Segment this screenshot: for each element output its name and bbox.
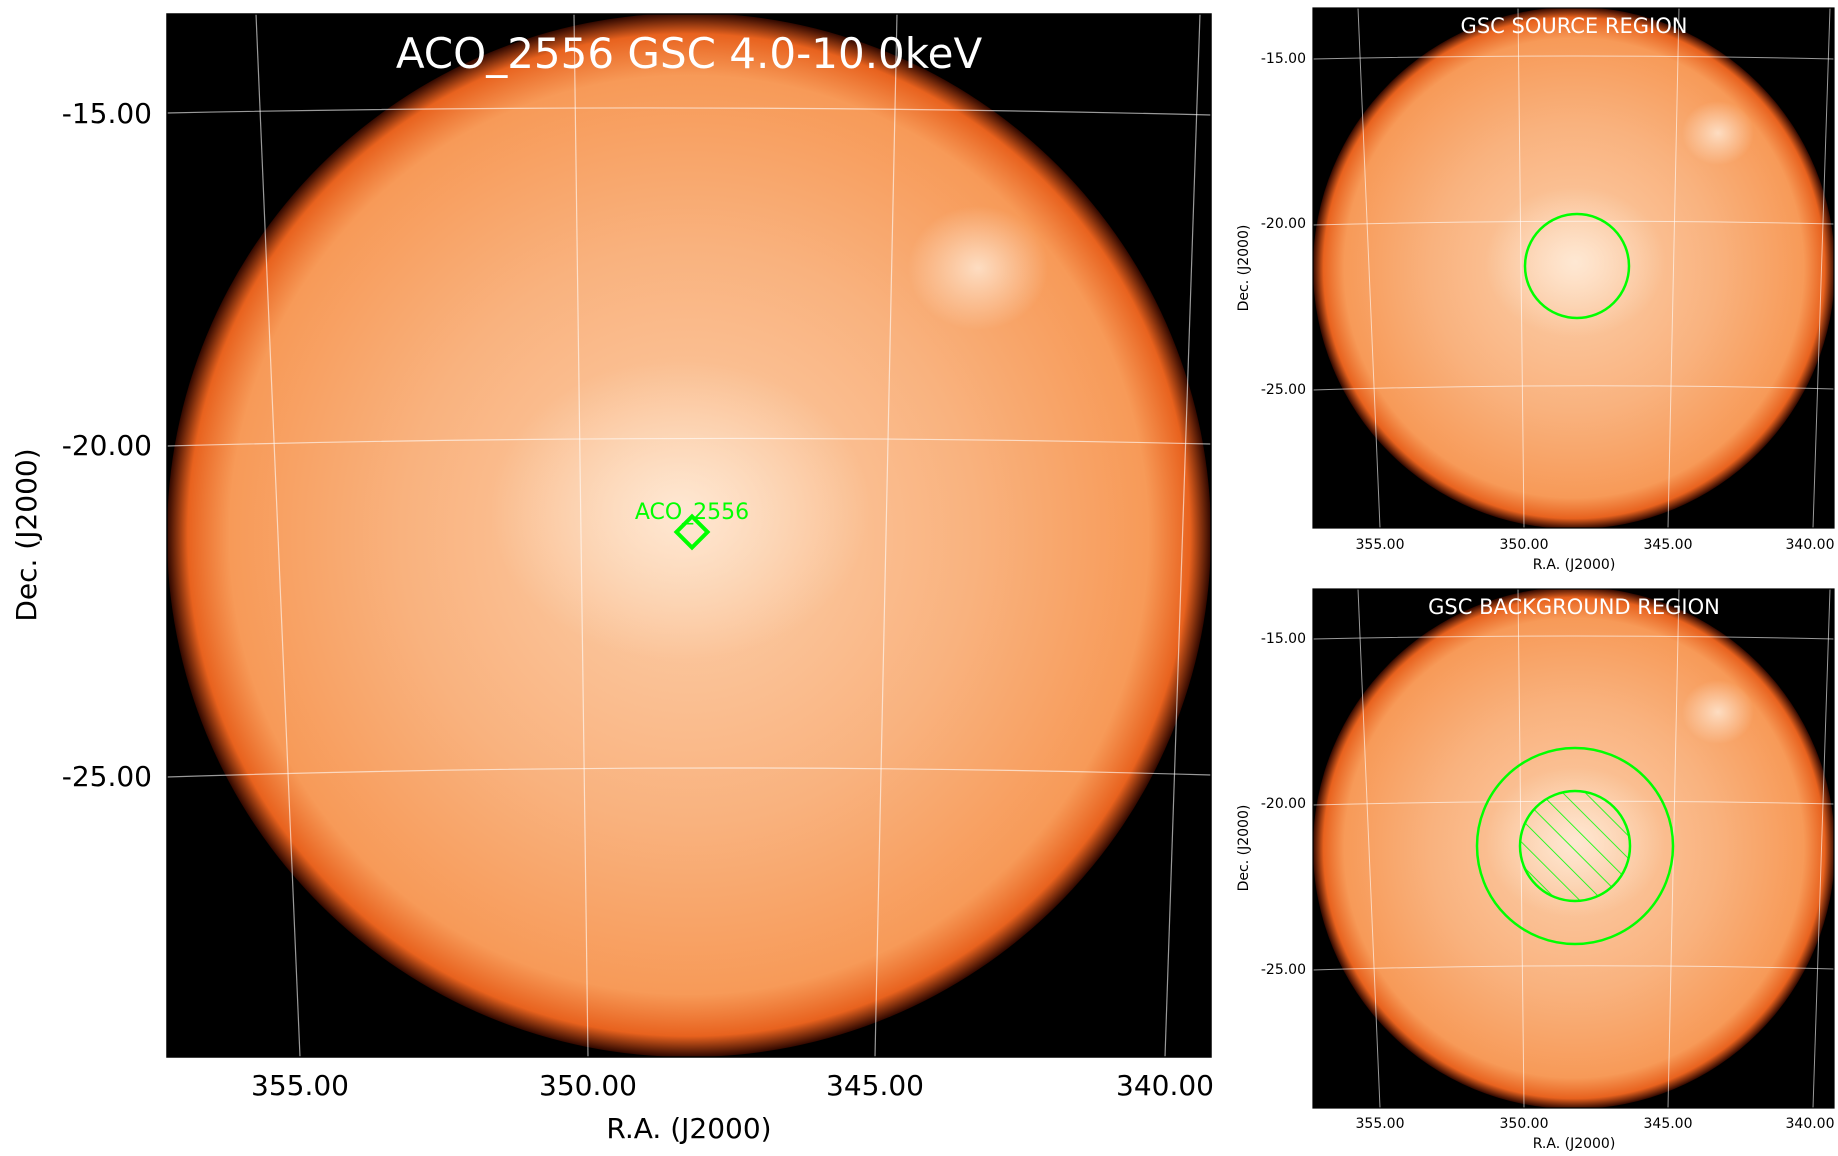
main-ra-tick: 345.00 [826, 1069, 924, 1102]
source-xlabel: R.A. (J2000) [1533, 557, 1616, 573]
source-frame [1312, 7, 1835, 529]
source-blob-ne [1682, 101, 1754, 165]
source-dec-tick: -25.00 [1261, 382, 1306, 398]
source-dec-ticks: -15.00 -20.00 -25.00 [1261, 51, 1306, 398]
background-dec-tick: -15.00 [1261, 631, 1306, 647]
main-ra-ticks: 355.00 350.00 345.00 340.00 [251, 1069, 1214, 1102]
background-ra-tick: 345.00 [1644, 1116, 1693, 1132]
background-xlabel: R.A. (J2000) [1533, 1136, 1616, 1152]
background-blob-ne [1682, 680, 1754, 744]
main-panel: ACO_2556 GSC 4.0-10.0keV ACO_2556 355.00… [10, 13, 1214, 1145]
background-region-panel: GSC BACKGROUND REGION 355.00 350.00 345.… [1236, 588, 1835, 1152]
background-ra-tick: 355.00 [1356, 1116, 1405, 1132]
source-ra-tick: 350.00 [1500, 537, 1549, 553]
background-dec-tick: -25.00 [1261, 962, 1306, 978]
main-ylabel: Dec. (J2000) [10, 448, 43, 621]
background-frame [1312, 588, 1835, 1109]
source-ra-tick: 355.00 [1356, 537, 1405, 553]
source-marker[interactable]: ACO_2556 [635, 500, 749, 551]
main-title: ACO_2556 GSC 4.0-10.0keV [396, 29, 983, 78]
source-ra-ticks: 355.00 350.00 345.00 340.00 [1356, 537, 1835, 553]
source-region-circle[interactable] [1523, 212, 1631, 320]
excluded-source-circle[interactable] [1518, 789, 1632, 903]
source-dec-tick: -20.00 [1261, 216, 1306, 232]
source-bright-blob [1485, 187, 1665, 337]
background-panel-title: GSC BACKGROUND REGION [1428, 595, 1720, 619]
background-dec-ticks: -15.00 -20.00 -25.00 [1261, 631, 1306, 978]
main-dec-tick: -25.00 [62, 760, 152, 793]
main-dec-tick: -15.00 [62, 97, 152, 130]
background-ylabel: Dec. (J2000) [1236, 805, 1252, 892]
main-coordinate-grid [167, 14, 1211, 1057]
main-ra-tick: 340.00 [1116, 1069, 1214, 1102]
main-ra-tick: 355.00 [251, 1069, 349, 1102]
source-diamond-icon[interactable] [673, 513, 711, 551]
main-ra-tick: 350.00 [539, 1069, 637, 1102]
background-ra-tick: 340.00 [1786, 1116, 1835, 1132]
main-dec-ticks: -15.00 -20.00 -25.00 [62, 97, 152, 793]
main-dec-tick: -20.00 [62, 429, 152, 462]
background-dec-tick: -20.00 [1261, 796, 1306, 812]
main-frame [166, 13, 1212, 1058]
background-ra-tick: 350.00 [1500, 1116, 1549, 1132]
source-dec-tick: -15.00 [1261, 51, 1306, 67]
background-annulus-outer[interactable] [1475, 746, 1675, 946]
background-ra-ticks: 355.00 350.00 345.00 340.00 [1356, 1116, 1835, 1132]
source-panel-title: GSC SOURCE REGION [1461, 14, 1688, 38]
source-ra-tick: 345.00 [1644, 537, 1693, 553]
main-xlabel: R.A. (J2000) [606, 1112, 771, 1145]
source-marker-label: ACO_2556 [635, 500, 749, 525]
main-bright-blob [490, 360, 870, 660]
main-blob-ne [908, 206, 1048, 330]
source-ylabel: Dec. (J2000) [1236, 225, 1252, 312]
source-ra-tick: 340.00 [1786, 537, 1835, 553]
source-coordinate-grid [1313, 8, 1834, 528]
source-region-panel: GSC SOURCE REGION 355.00 350.00 345.00 3… [1236, 7, 1835, 573]
